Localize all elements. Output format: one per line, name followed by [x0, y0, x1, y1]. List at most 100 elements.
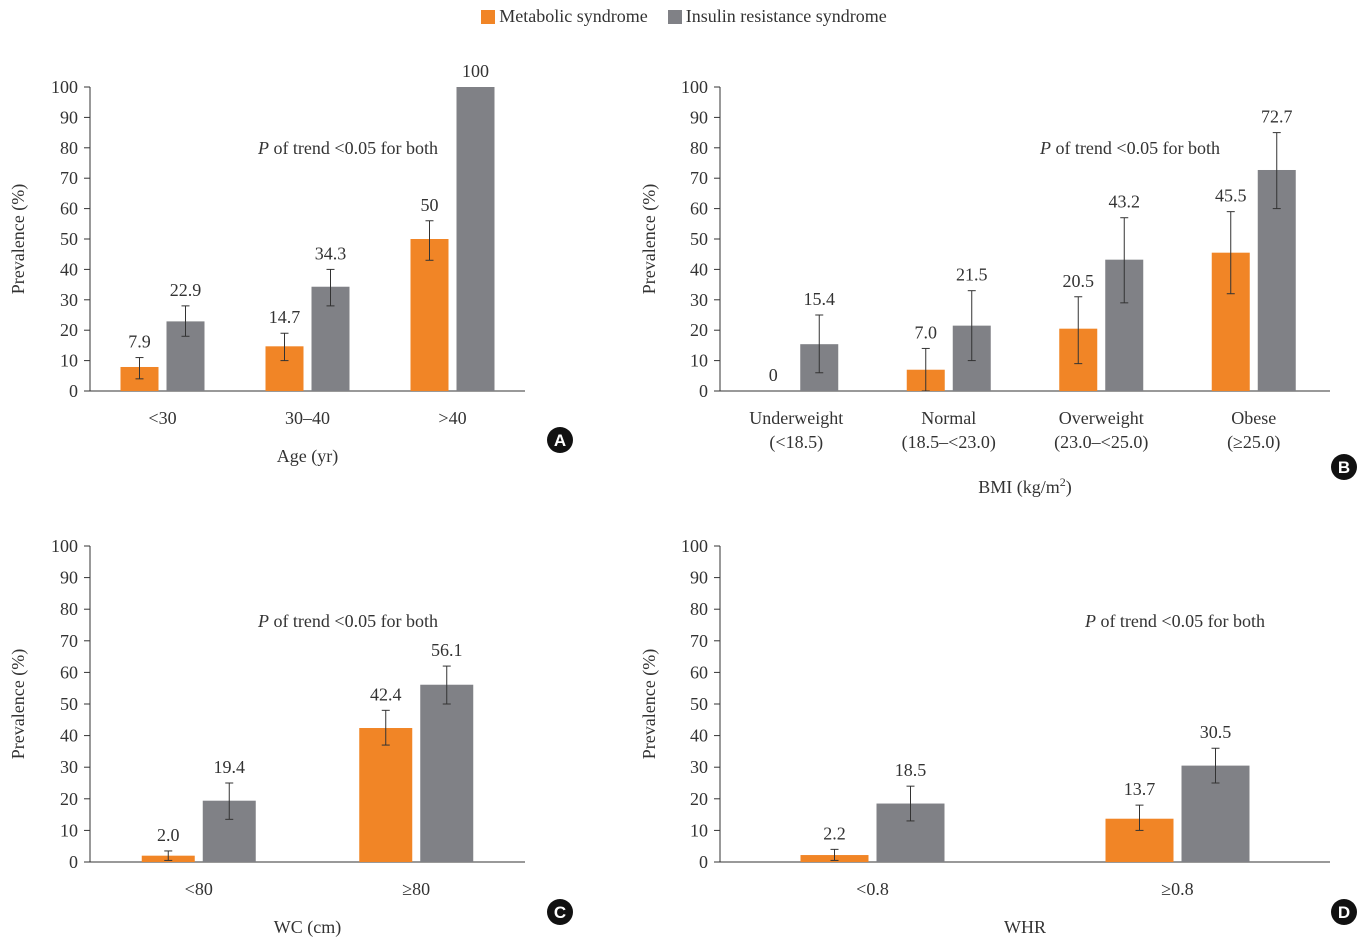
x-tick-label-b: (<18.5) [769, 432, 823, 453]
data-label-c-s1-c1: 56.1 [431, 640, 463, 660]
y-axis-title-d: Prevalence (%) [639, 649, 660, 759]
y-tick-label-b: 90 [690, 107, 708, 127]
x-tick-label-b: (23.0–<25.0) [1054, 432, 1148, 453]
y-tick-label-b: 40 [690, 259, 708, 279]
bar-c-s1-c1 [420, 684, 474, 862]
x-tick-label-b: (18.5–<23.0) [902, 432, 996, 453]
data-label-b-s1-c2: 43.2 [1109, 192, 1141, 212]
y-tick-label-c: 70 [60, 631, 78, 651]
y-tick-label-b: 50 [690, 229, 708, 249]
data-label-d-s0-c1: 13.7 [1124, 779, 1156, 799]
y-tick-label-a: 80 [60, 138, 78, 158]
data-label-a-s0-c0: 7.9 [128, 332, 151, 352]
bar-c-s0-c1 [359, 728, 413, 862]
legend-label-metabolic: Metabolic syndrome [499, 6, 648, 26]
x-axis-title-d: WHR [1004, 917, 1046, 937]
data-label-d-s1-c1: 30.5 [1200, 722, 1232, 742]
trend-annotation-b: P of trend <0.05 for both [1039, 138, 1220, 158]
panel-badge-c [547, 899, 573, 925]
x-tick-label-c: ≥80 [402, 879, 430, 899]
y-tick-label-c: 10 [60, 820, 78, 840]
x-tick-label-c: <80 [185, 879, 213, 899]
y-tick-label-b: 10 [690, 351, 708, 371]
bar-a-s0-c2 [410, 239, 449, 391]
y-tick-label-a: 10 [60, 351, 78, 371]
y-tick-label-d: 70 [690, 631, 708, 651]
data-label-d-s0-c0: 2.2 [823, 823, 846, 843]
y-tick-label-c: 80 [60, 599, 78, 619]
y-tick-label-d: 10 [690, 820, 708, 840]
data-label-a-s1-c0: 22.9 [170, 280, 202, 300]
y-tick-label-a: 60 [60, 199, 78, 219]
y-tick-label-c: 20 [60, 789, 78, 809]
y-tick-label-c: 0 [69, 852, 78, 872]
x-axis-title-a: Age (yr) [277, 446, 338, 467]
panel-badge-label-b: B [1338, 458, 1350, 477]
y-tick-label-c: 90 [60, 568, 78, 588]
y-tick-label-a: 20 [60, 320, 78, 340]
y-tick-label-a: 40 [60, 259, 78, 279]
x-axis-title-c: WC (cm) [274, 917, 341, 938]
x-tick-label-a: <30 [148, 408, 176, 428]
x-tick-label-b: (≥25.0) [1227, 432, 1280, 453]
y-tick-label-d: 0 [699, 852, 708, 872]
x-tick-label-b: Obese [1231, 408, 1276, 428]
y-tick-label-c: 30 [60, 757, 78, 777]
y-tick-label-d: 60 [690, 662, 708, 682]
panel-badge-a [547, 427, 573, 453]
y-tick-label-a: 90 [60, 107, 78, 127]
y-tick-label-b: 100 [681, 77, 708, 97]
data-label-c-s1-c0: 19.4 [214, 757, 246, 777]
y-tick-label-d: 90 [690, 568, 708, 588]
data-label-a-s0-c2: 50 [421, 195, 439, 215]
x-tick-label-b: Normal [921, 408, 976, 428]
legend-swatch-insulin [667, 9, 682, 24]
trend-annotation-d: P of trend <0.05 for both [1084, 611, 1265, 631]
y-tick-label-d: 100 [681, 536, 708, 556]
panel-badge-label-d: D [1338, 903, 1350, 922]
chart-legend: Metabolic syndrome Insulin resistance sy… [0, 6, 1368, 27]
y-tick-label-d: 30 [690, 757, 708, 777]
data-label-b-s1-c1: 21.5 [956, 265, 988, 285]
data-label-b-s1-c3: 72.7 [1261, 107, 1293, 127]
y-tick-label-b: 30 [690, 290, 708, 310]
x-tick-label-b: Underweight [749, 408, 843, 428]
data-label-a-s1-c1: 34.3 [315, 243, 347, 263]
y-tick-label-a: 70 [60, 168, 78, 188]
panel-badge-b [1331, 454, 1357, 480]
y-tick-label-c: 100 [51, 536, 78, 556]
y-tick-label-d: 80 [690, 599, 708, 619]
data-label-c-s0-c0: 2.0 [157, 825, 180, 845]
data-label-b-s0-c0: 0 [769, 365, 778, 385]
legend-label-insulin: Insulin resistance syndrome [685, 6, 887, 26]
data-label-d-s1-c0: 18.5 [895, 760, 927, 780]
data-label-b-s0-c2: 20.5 [1063, 271, 1095, 291]
data-label-a-s0-c1: 14.7 [269, 307, 301, 327]
panel-badge-d [1331, 899, 1357, 925]
x-tick-label-b: Overweight [1059, 408, 1144, 428]
panel-badge-label-c: C [554, 903, 566, 922]
y-tick-label-c: 50 [60, 694, 78, 714]
y-tick-label-c: 40 [60, 726, 78, 746]
y-tick-label-a: 30 [60, 290, 78, 310]
trend-annotation-c: P of trend <0.05 for both [257, 611, 438, 631]
y-tick-label-c: 60 [60, 662, 78, 682]
y-tick-label-a: 50 [60, 229, 78, 249]
data-label-b-s0-c3: 45.5 [1215, 186, 1247, 206]
y-tick-label-b: 60 [690, 199, 708, 219]
x-tick-label-a: 30–40 [285, 408, 330, 428]
panel-badge-label-a: A [554, 431, 566, 450]
x-axis-title-b: BMI (kg/m2) [978, 475, 1072, 498]
legend-swatch-metabolic [481, 9, 496, 24]
y-tick-label-d: 20 [690, 789, 708, 809]
x-tick-label-d: ≥0.8 [1161, 879, 1193, 899]
y-axis-title-c: Prevalence (%) [8, 649, 29, 759]
y-tick-label-a: 0 [69, 381, 78, 401]
legend-item-metabolic: Metabolic syndrome [481, 6, 648, 27]
data-label-b-s1-c0: 15.4 [804, 289, 836, 309]
data-label-a-s1-c2: 100 [462, 61, 489, 81]
data-label-b-s0-c1: 7.0 [915, 322, 938, 342]
y-tick-label-d: 40 [690, 726, 708, 746]
legend-item-insulin: Insulin resistance syndrome [667, 6, 887, 27]
